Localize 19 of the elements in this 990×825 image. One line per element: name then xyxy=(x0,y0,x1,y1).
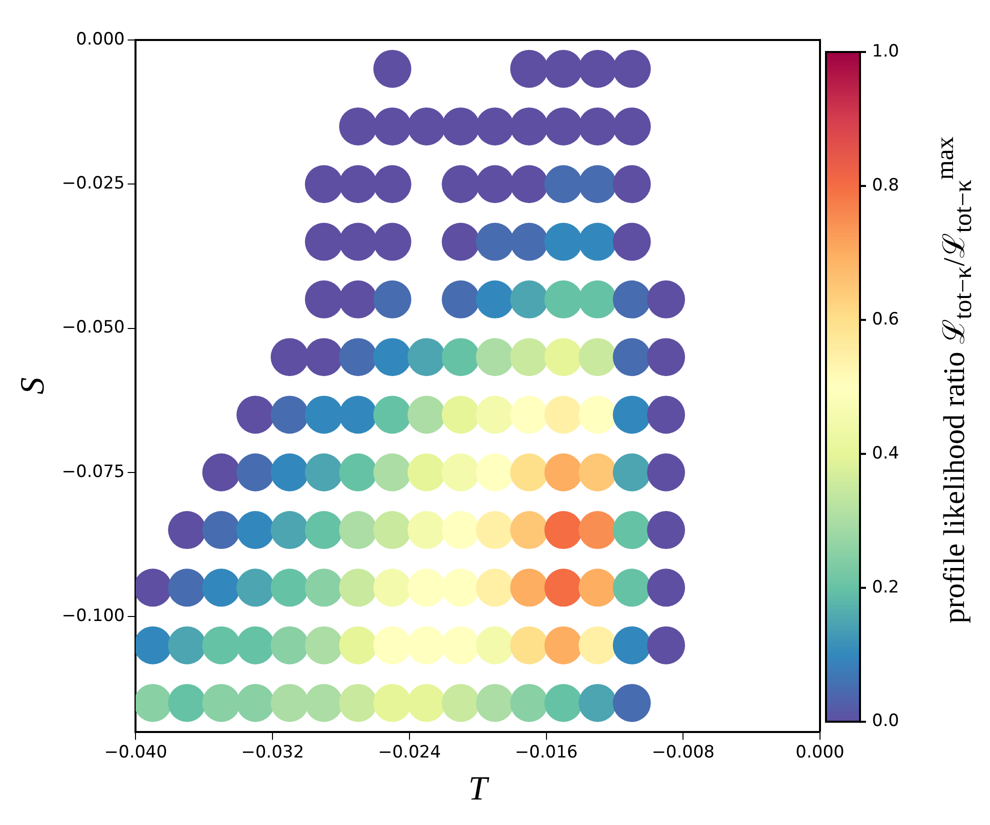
y-tick-label: 0.000 xyxy=(76,29,125,50)
x-tick-label: −0.008 xyxy=(652,742,715,762)
y-tick-label: −0.075 xyxy=(62,462,125,482)
y-tick-label: −0.100 xyxy=(62,606,125,626)
color-bar-label: 0.6 xyxy=(872,309,900,330)
x-tick-label: −0.024 xyxy=(378,742,441,762)
x-tick-label: −0.016 xyxy=(514,742,578,762)
x-axis-title: T xyxy=(468,770,490,808)
color-bar-label: 0.2 xyxy=(872,577,900,598)
color-bar-label: 0.4 xyxy=(872,443,900,464)
y-tick-label: −0.025 xyxy=(62,174,125,194)
color-bar-label: 1.0 xyxy=(872,41,900,62)
y-tick-label: −0.050 xyxy=(62,318,125,338)
x-tick-label: −0.032 xyxy=(241,742,304,762)
x-tick-label: −0.040 xyxy=(104,742,168,762)
color-bar-label: 0.8 xyxy=(872,175,900,196)
color-bar-label: 0.0 xyxy=(872,711,900,732)
y-axis-title: S xyxy=(14,377,52,394)
x-tick-label: 0.000 xyxy=(796,742,844,762)
